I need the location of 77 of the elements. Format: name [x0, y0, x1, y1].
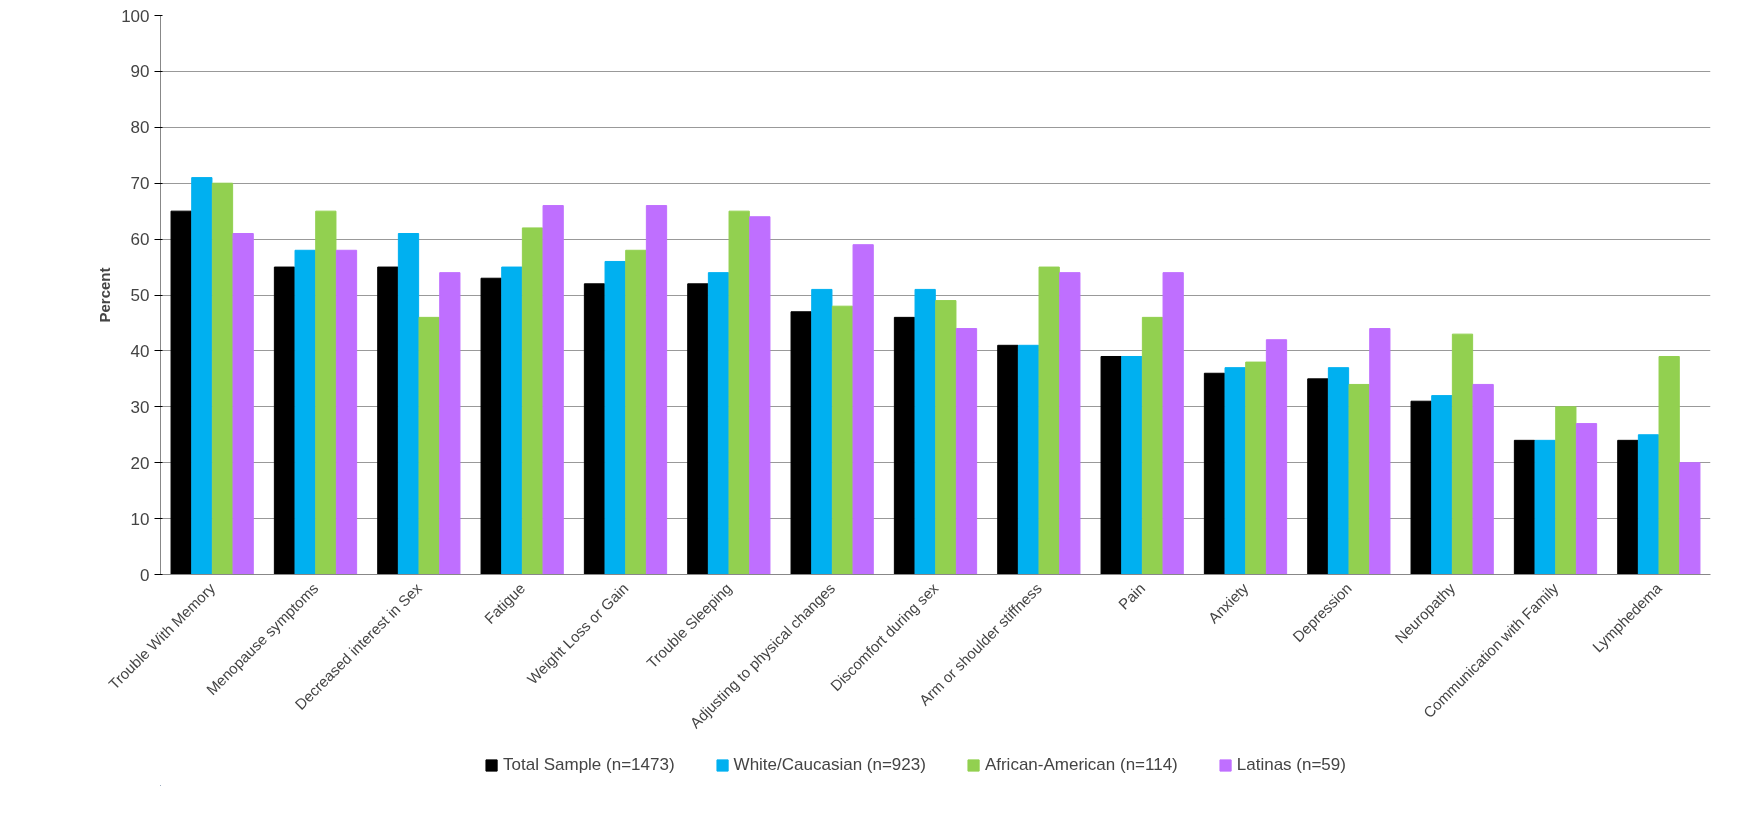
bar: [1100, 355, 1122, 575]
y-tick-label: 40: [130, 341, 150, 361]
bar: [935, 300, 957, 575]
bar: [1369, 328, 1391, 575]
bar: [232, 233, 254, 575]
bar: [1203, 372, 1226, 575]
bar: [687, 283, 709, 575]
bar: [521, 227, 544, 575]
y-tick-label: 90: [130, 62, 150, 82]
bar: [1513, 439, 1536, 575]
bar: [1451, 333, 1474, 575]
bar: [1637, 434, 1660, 575]
bar: [955, 328, 978, 575]
bar: [273, 266, 296, 575]
bar: [1245, 361, 1267, 575]
bar: [645, 205, 668, 575]
bar: [1575, 423, 1598, 575]
y-tick-label: 80: [130, 118, 150, 138]
y-tick-label: 20: [130, 453, 150, 473]
legend-label: White/Caucasian (n=923): [733, 755, 926, 775]
bar: [852, 244, 874, 575]
bar: [1658, 355, 1680, 575]
bar: [211, 182, 234, 575]
bar: [397, 233, 420, 575]
bar: [1431, 395, 1453, 575]
bar: [191, 177, 213, 575]
bar: [1348, 383, 1370, 575]
bar: [604, 260, 626, 575]
bar: [749, 216, 771, 575]
y-tick-label: 70: [130, 174, 150, 194]
x-tick-label: Pain: [1114, 579, 1149, 613]
bar: [170, 210, 192, 575]
bar: [997, 344, 1019, 575]
bar: [1679, 462, 1701, 575]
bar: [1162, 272, 1184, 575]
bar: [728, 210, 750, 575]
bar: [790, 311, 812, 575]
bar: [377, 266, 399, 575]
bar: [335, 249, 358, 575]
bar: [1307, 378, 1329, 575]
bar: [1224, 367, 1246, 575]
bar: [625, 249, 647, 575]
y-tick-label: 60: [130, 230, 150, 250]
bar: [501, 266, 523, 575]
bar: [1617, 439, 1639, 575]
y-tick-label: 10: [130, 509, 150, 529]
bar: [707, 272, 730, 575]
bar: [811, 288, 833, 575]
bar: [480, 277, 502, 575]
y-tick-label: 50: [130, 286, 150, 305]
bar: [542, 205, 564, 575]
bar: [418, 316, 440, 575]
legend-label: African-American (n=114): [984, 755, 1178, 775]
y-tick-label: 100: [121, 6, 150, 26]
y-axis-title: Percent: [96, 267, 114, 323]
bar: [1410, 400, 1432, 575]
bar: [1472, 383, 1494, 575]
bar: [1121, 355, 1143, 575]
legend-label: Latinas (n=59): [1236, 755, 1346, 775]
bar: [1017, 344, 1040, 575]
bar: [439, 272, 461, 575]
bar: [1038, 266, 1060, 575]
bar: [1141, 316, 1164, 575]
bar: [1534, 439, 1556, 575]
bar: [893, 316, 916, 575]
bar: [831, 305, 854, 575]
y-tick-label: 30: [130, 397, 150, 417]
bar: [294, 249, 316, 575]
bar: [583, 283, 606, 575]
bar: [1327, 367, 1350, 575]
bar: [1059, 272, 1081, 575]
legend-label: Total Sample (n=1473): [503, 755, 675, 775]
bar: [1265, 339, 1288, 575]
bar: [1555, 406, 1577, 575]
bar: [914, 288, 936, 575]
y-tick-label: 0: [140, 565, 150, 585]
bar: [315, 210, 337, 575]
